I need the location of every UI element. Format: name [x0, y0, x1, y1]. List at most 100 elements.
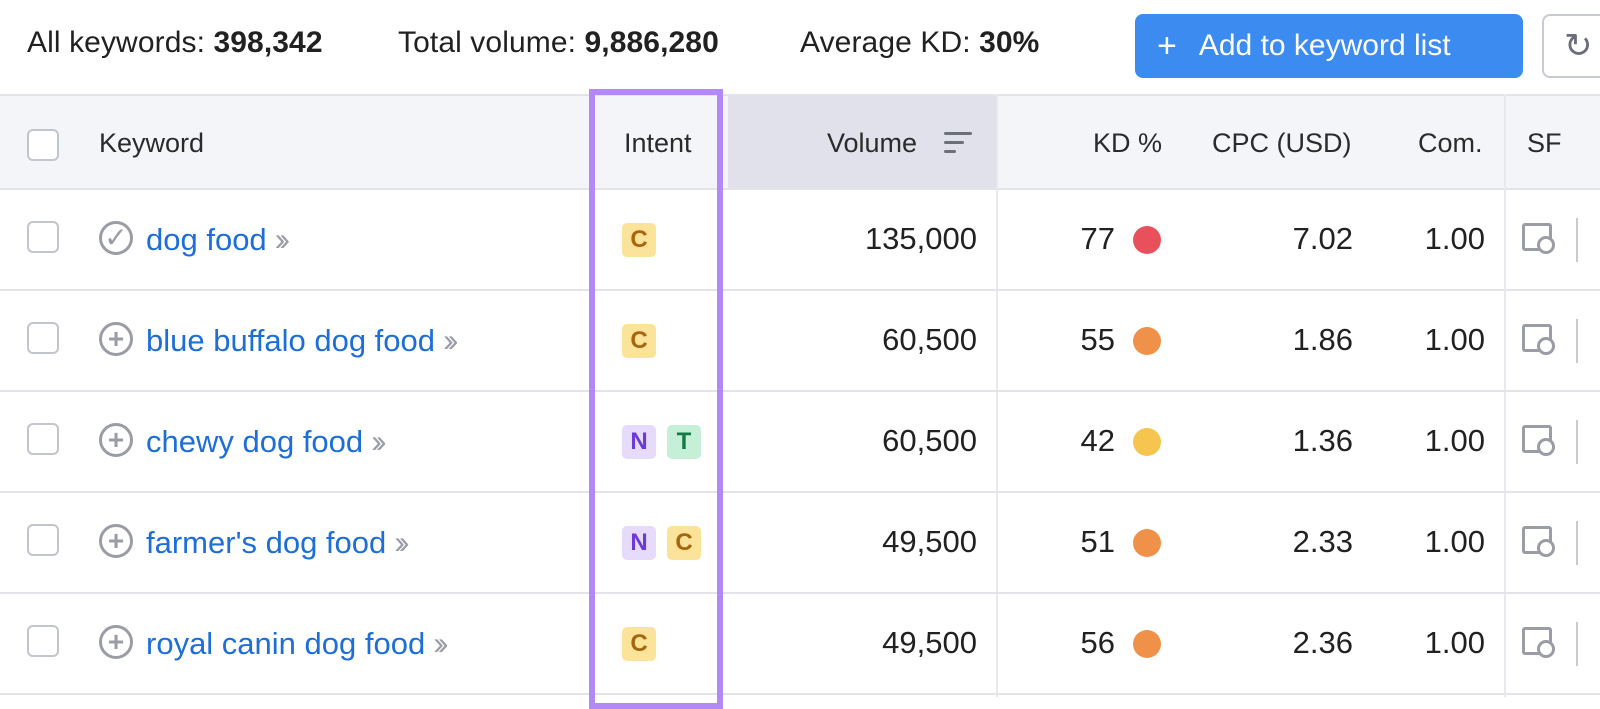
check-circle-icon[interactable]: ✓ [99, 221, 133, 255]
double-chevron-right-icon[interactable]: ›› [443, 322, 459, 358]
intent-badge: C [622, 627, 656, 661]
table-row: + royal canin dog food ›› C 49,500 56 2.36 1.00 [0, 594, 1600, 695]
plus-icon: + [1157, 26, 1177, 65]
keyword-text[interactable]: royal canin dog food [146, 626, 426, 661]
total-volume-value: 9,886,280 [584, 26, 719, 59]
intent-badge: N [622, 425, 656, 459]
kd-value: 55 [1080, 322, 1115, 357]
row-checkbox[interactable] [27, 524, 59, 556]
serp-features-icon[interactable] [1522, 425, 1555, 456]
column-header-intent[interactable]: Intent [624, 128, 692, 158]
column-divider [1576, 218, 1578, 262]
volume-value: 60,500 [882, 322, 977, 357]
cpc-value: 7.02 [1292, 221, 1353, 256]
keyword-link[interactable]: farmer's dog food ›› [146, 524, 410, 561]
column-header-com[interactable]: Com. [1418, 128, 1483, 158]
plus-circle-icon[interactable]: + [99, 524, 133, 558]
column-divider [1576, 521, 1578, 565]
add-button-label: Add to keyword list [1198, 29, 1451, 62]
intent-badge: N [622, 526, 656, 560]
intent-badge: T [667, 425, 701, 459]
kd-difficulty-dot [1133, 529, 1161, 557]
keyword-link[interactable]: royal canin dog food ›› [146, 625, 449, 662]
double-chevron-right-icon[interactable]: ›› [274, 221, 291, 257]
column-divider [1576, 319, 1578, 363]
kd-difficulty-dot [1133, 327, 1161, 355]
table-row: ✓ dog food ›› C 135,000 77 7.02 1.00 [0, 190, 1600, 291]
intent-badge: C [622, 324, 656, 358]
keyword-text[interactable]: dog food [146, 222, 267, 257]
average-kd-stat: Average KD: 30% [800, 26, 1039, 60]
volume-value: 49,500 [882, 625, 977, 660]
kd-difficulty-dot [1133, 226, 1161, 254]
serp-features-icon[interactable] [1522, 627, 1555, 658]
volume-value: 49,500 [882, 524, 977, 559]
cpc-value: 2.33 [1292, 524, 1353, 559]
column-header-cpc[interactable]: CPC (USD) [1212, 128, 1352, 158]
com-value: 1.00 [1424, 524, 1485, 559]
keyword-link[interactable]: dog food ›› [146, 221, 291, 258]
intent-badge: C [667, 526, 701, 560]
serp-features-icon[interactable] [1522, 324, 1555, 355]
all-keywords-stat: All keywords: 398,342 [27, 26, 323, 60]
intent-badge: C [622, 223, 656, 257]
volume-value: 60,500 [882, 423, 977, 458]
table-row: + chewy dog food ›› N T 60,500 42 1.36 1.00 [0, 392, 1600, 493]
sort-descending-icon[interactable] [944, 132, 972, 156]
column-divider [1576, 622, 1578, 666]
column-header-kd[interactable]: KD % [1093, 128, 1163, 158]
cpc-value: 1.36 [1292, 423, 1353, 458]
keyword-link[interactable]: blue buffalo dog food ›› [146, 322, 459, 359]
row-checkbox[interactable] [27, 423, 59, 455]
serp-features-icon[interactable] [1522, 223, 1555, 254]
row-checkbox[interactable] [27, 221, 59, 253]
average-kd-value: 30% [979, 26, 1040, 59]
double-chevron-right-icon[interactable]: ›› [371, 423, 387, 459]
kd-value: 77 [1080, 221, 1115, 256]
serp-features-icon[interactable] [1522, 526, 1555, 557]
com-value: 1.00 [1424, 423, 1485, 458]
kd-difficulty-dot [1133, 428, 1161, 456]
com-value: 1.00 [1424, 322, 1485, 357]
keyword-link[interactable]: chewy dog food ›› [146, 423, 387, 460]
plus-circle-icon[interactable]: + [99, 322, 133, 356]
cpc-value: 2.36 [1292, 625, 1353, 660]
plus-circle-icon[interactable]: + [99, 625, 133, 659]
all-keywords-label: All keywords: [27, 26, 206, 59]
column-divider [1504, 94, 1506, 697]
keyword-text[interactable]: farmer's dog food [146, 525, 387, 560]
com-value: 1.00 [1424, 625, 1485, 660]
all-keywords-value: 398,342 [213, 26, 323, 59]
keyword-text[interactable]: blue buffalo dog food [146, 323, 436, 358]
kd-value: 56 [1080, 625, 1115, 660]
cpc-value: 1.86 [1292, 322, 1353, 357]
com-value: 1.00 [1424, 221, 1485, 256]
refresh-icon: ↻ [1564, 27, 1593, 65]
average-kd-label: Average KD: [800, 26, 971, 59]
column-header-keyword[interactable]: Keyword [99, 128, 205, 158]
total-volume-stat: Total volume: 9,886,280 [398, 26, 719, 60]
intent-column-highlight [589, 89, 723, 709]
table-row: + blue buffalo dog food ›› C 60,500 55 1.86 1.0… [0, 291, 1600, 392]
kd-value: 42 [1080, 423, 1115, 458]
kd-value: 51 [1080, 524, 1115, 559]
table-row: + farmer's dog food ›› N C 49,500 51 2.33 1.00 [0, 493, 1600, 594]
column-divider [1576, 420, 1578, 464]
refresh-button[interactable]: ↻ [1542, 14, 1600, 78]
summary-bar: All keywords: 398,342 Total volume: 9,88… [0, 0, 1600, 94]
kd-difficulty-dot [1133, 630, 1161, 658]
row-checkbox[interactable] [27, 625, 59, 657]
volume-value: 135,000 [864, 221, 977, 256]
total-volume-label: Total volume: [398, 26, 577, 59]
double-chevron-right-icon[interactable]: ›› [433, 625, 449, 661]
add-to-keyword-list-button[interactable]: + Add to keyword list [1135, 14, 1523, 78]
column-header-volume[interactable]: Volume [827, 128, 918, 158]
select-all-checkbox[interactable] [27, 129, 59, 161]
table-header: Keyword Intent Volume KD % CPC (USD) Com… [0, 94, 1600, 190]
column-divider [996, 94, 998, 697]
keyword-text[interactable]: chewy dog food [146, 424, 364, 459]
plus-circle-icon[interactable]: + [99, 423, 133, 457]
row-checkbox[interactable] [27, 322, 59, 354]
column-header-sf[interactable]: SF [1527, 128, 1562, 158]
double-chevron-right-icon[interactable]: ›› [394, 524, 410, 560]
